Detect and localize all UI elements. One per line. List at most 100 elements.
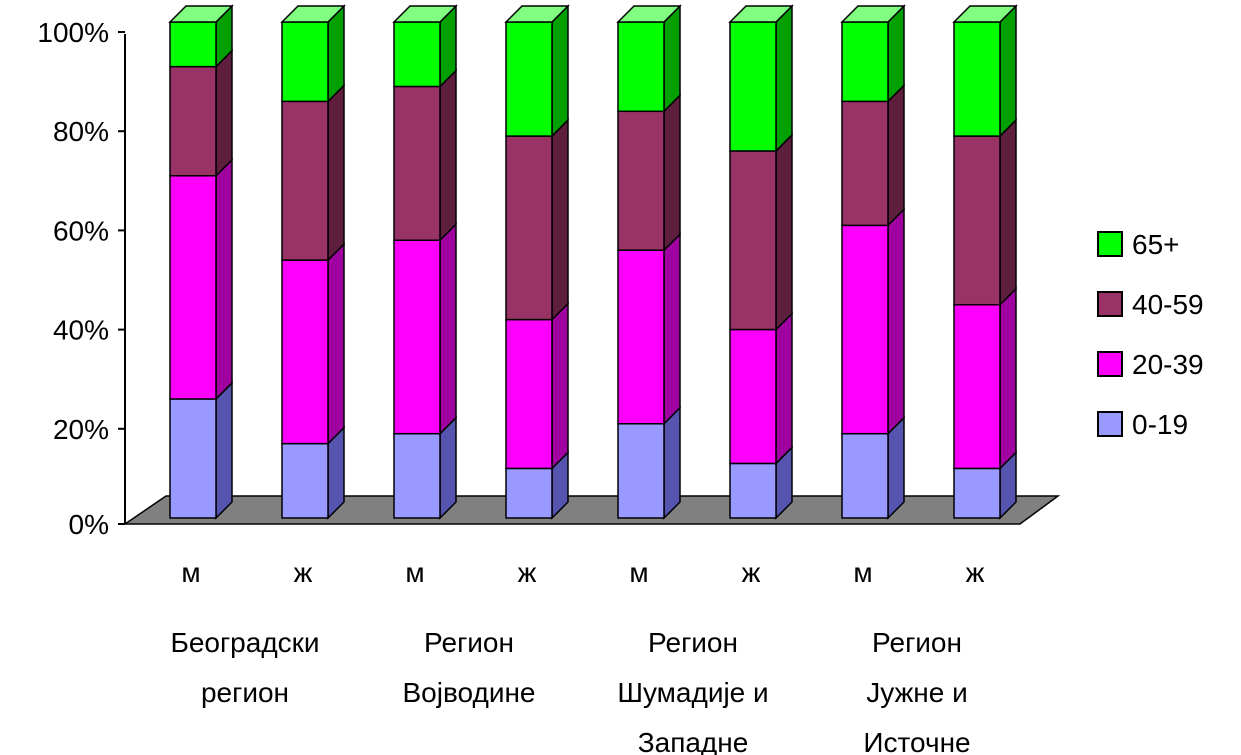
y-tick-label: 40% xyxy=(53,315,109,346)
bar-side-face xyxy=(887,415,905,520)
bar-segment-20-39 xyxy=(281,242,345,446)
bar-segment-0-19 xyxy=(729,445,793,520)
bar-front-face xyxy=(841,224,889,435)
bar-front-face xyxy=(953,303,1001,470)
chart-floor-plate xyxy=(122,495,1061,525)
bar-side-face xyxy=(663,232,681,426)
chart-floor xyxy=(122,495,1061,525)
bar-top-face xyxy=(280,5,346,23)
y-tick-label: 20% xyxy=(53,414,109,445)
x-axis-group-labels: Београдски регион Регион Војводине Регион Шум… xyxy=(170,627,970,755)
y-tick-label: 80% xyxy=(53,116,109,147)
bar-side-face xyxy=(439,415,457,520)
x-category-label: ж xyxy=(518,557,537,588)
bar-side-face xyxy=(215,157,233,401)
bar-front-face xyxy=(393,21,441,88)
bar-segment-40-59 xyxy=(729,133,793,332)
bar-top-face xyxy=(952,5,1018,23)
x-group-label: Западне xyxy=(638,727,749,755)
bar-front-face xyxy=(729,21,777,152)
bar-side-face xyxy=(887,207,905,436)
y-axis: 0% 20% 40% 60% 80% 100% xyxy=(37,17,126,540)
legend-swatch xyxy=(1097,411,1123,437)
bar-front-face xyxy=(841,21,889,103)
legend-item-40-59: 40-59 xyxy=(1097,289,1204,320)
x-category-label: м xyxy=(405,557,424,588)
bar-side-face xyxy=(551,4,569,138)
bar-front-face xyxy=(505,21,553,137)
bar-segment-65+ xyxy=(952,4,1018,138)
bar-segment-0-19 xyxy=(169,381,233,520)
bar-front-face xyxy=(729,328,777,465)
bar-top-face xyxy=(840,5,906,23)
bar-side-face xyxy=(663,93,681,252)
legend: 65+ 40-59 20-39 0-19 xyxy=(1097,229,1204,440)
legend-item-20-39: 20-39 xyxy=(1097,349,1204,380)
bar-front-face xyxy=(169,65,217,177)
bar-segment-20-39 xyxy=(841,207,905,436)
bar-front-face xyxy=(169,398,217,519)
legend-label: 65+ xyxy=(1132,229,1180,260)
x-category-label: ж xyxy=(966,557,985,588)
bar-segment-40-59 xyxy=(393,68,457,243)
bar-side-face xyxy=(999,4,1017,138)
bar-top-face xyxy=(392,5,458,23)
bar-segment-20-39 xyxy=(729,311,793,466)
bar-front-face xyxy=(393,239,441,435)
x-group-label: Јужне и xyxy=(866,677,968,708)
bars xyxy=(168,4,1018,520)
y-tick-label: 60% xyxy=(53,215,109,246)
bar-front-face xyxy=(729,462,777,519)
bar-front-face xyxy=(393,85,441,241)
bar-front-face xyxy=(281,100,329,261)
bar-side-face xyxy=(327,83,345,262)
bar-side-face xyxy=(551,301,569,471)
bar-segment-20-39 xyxy=(953,286,1017,471)
bar-segment-65+ xyxy=(392,4,458,89)
x-group-label: Регион xyxy=(648,627,738,658)
bar-segment-65+ xyxy=(616,4,682,114)
bar-front-face xyxy=(617,21,665,113)
bar-side-face xyxy=(327,242,345,446)
bar-segment-65+ xyxy=(504,4,570,138)
bar-segment-0-19 xyxy=(617,405,681,520)
x-group-label: Регион xyxy=(424,627,514,658)
bar-front-face xyxy=(841,100,889,227)
bar-segment-65+ xyxy=(840,4,906,104)
bar-top-face xyxy=(728,5,794,23)
legend-item-0-19: 0-19 xyxy=(1097,409,1188,440)
bar-top-face xyxy=(504,5,570,23)
bar-segment-40-59 xyxy=(841,83,905,228)
bar-side-face xyxy=(439,222,457,436)
x-group-label: Регион xyxy=(872,627,962,658)
bar-segment-65+ xyxy=(728,4,794,153)
x-category-label: м xyxy=(629,557,648,588)
bar-side-face xyxy=(215,381,233,520)
x-category-label: ж xyxy=(294,557,313,588)
bar-front-face xyxy=(281,259,329,445)
y-tick-label: 100% xyxy=(37,17,109,48)
bar-front-face xyxy=(169,21,217,68)
bar-side-face xyxy=(999,286,1017,471)
x-group-label: Београдски xyxy=(170,627,319,658)
bar-top-face xyxy=(616,5,682,23)
bar-front-face xyxy=(505,467,553,519)
bar-front-face xyxy=(393,432,441,519)
bar-segment-40-59 xyxy=(953,118,1017,307)
x-group-label: Војводине xyxy=(403,677,536,708)
bar-segment-40-59 xyxy=(281,83,345,262)
bar-side-face xyxy=(999,118,1017,307)
legend-swatch xyxy=(1097,231,1123,257)
bar-front-face xyxy=(953,467,1001,519)
legend-label: 40-59 xyxy=(1132,289,1204,320)
bar-front-face xyxy=(953,21,1001,137)
bar-front-face xyxy=(617,423,665,519)
x-group-label: регион xyxy=(201,677,289,708)
bar-side-face xyxy=(663,405,681,520)
legend-item-65+: 65+ xyxy=(1097,229,1180,260)
bar-side-face xyxy=(215,48,233,178)
bar-side-face xyxy=(775,4,793,153)
bar-segment-65+ xyxy=(168,4,234,69)
